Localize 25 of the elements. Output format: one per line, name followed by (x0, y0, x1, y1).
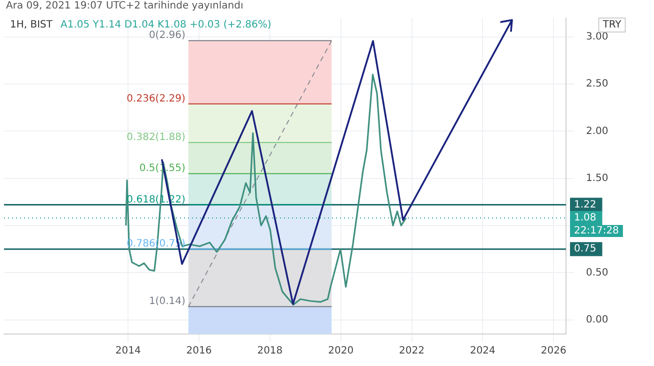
y-tick-label: 0.00 (586, 314, 608, 326)
text: Ara 09, 2021 19:07 UTC+2 tarihinde yayınlandı (6, 0, 244, 12)
x-tick-label: 2014 (115, 346, 141, 357)
series-label: 0.236(2.29) (126, 93, 186, 104)
series-label: 0(2.96) (148, 30, 186, 42)
ref-line-label: 0.75 (574, 244, 596, 255)
series-label: 1(0.14) (148, 296, 186, 308)
x-tick-label: 2022 (399, 346, 424, 357)
x-tick-label: 2018 (257, 346, 283, 357)
chart-title: 1H, BIST (10, 20, 54, 31)
series-label: 0.382(1.88) (126, 132, 186, 144)
x-tick-label: 2026 (540, 346, 566, 357)
y-tick-label: 1.50 (586, 172, 608, 184)
y-axis-title: TRY (602, 20, 622, 31)
y-tick-label: 2.50 (586, 78, 608, 90)
y-tick-label: 3.00 (586, 31, 608, 42)
y-tick-label: 0.50 (586, 267, 608, 278)
ref-line-label: 1.22 (574, 199, 596, 210)
chart-subtitle: A1.05 Y1.14 D1.04 K1.08 +0.03 (+2.86%) (60, 20, 272, 31)
text: 22:17:28 (574, 226, 619, 237)
x-tick-label: 2024 (470, 346, 496, 357)
ref-line-label: 1.08 (574, 212, 596, 224)
y-tick-label: 2.00 (586, 126, 608, 137)
x-tick-label: 2016 (186, 346, 212, 357)
x-tick-label: 2020 (328, 346, 354, 357)
